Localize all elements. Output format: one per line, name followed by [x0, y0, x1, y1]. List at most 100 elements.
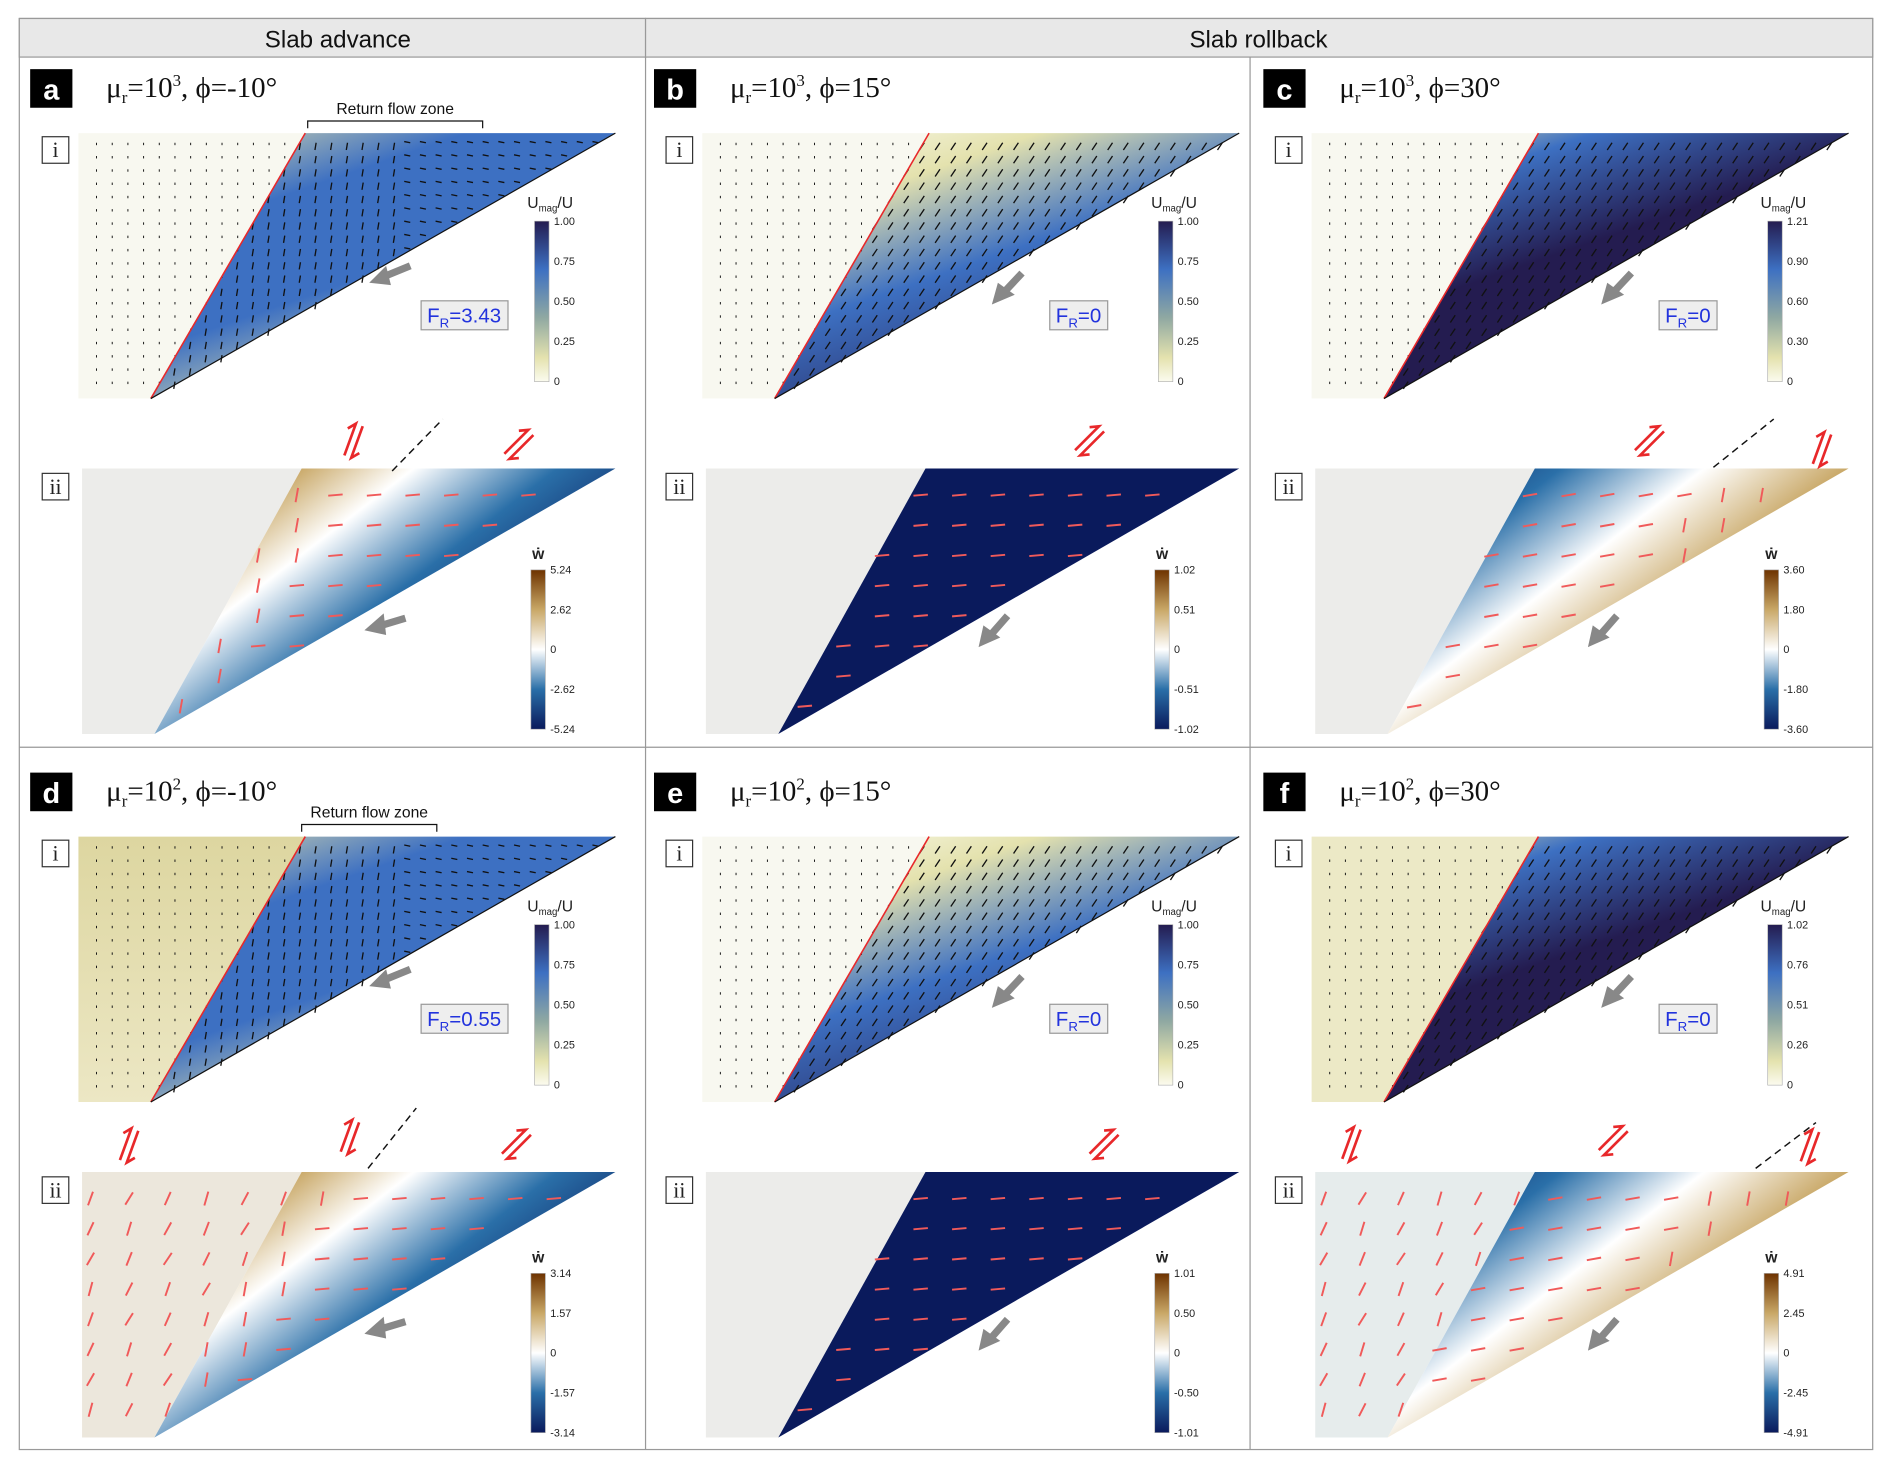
velocity-vector [1044, 898, 1051, 907]
velocity-vector [1669, 898, 1676, 907]
velocity-vector [1810, 845, 1817, 854]
velocity-vector [498, 140, 505, 144]
velocity-colorbar-tick: 1.00 [1178, 216, 1199, 228]
velocity-vector [435, 207, 442, 210]
strain-axis-mark [1432, 1377, 1447, 1382]
velocity-vector [1700, 912, 1707, 921]
fr-subscript: R [1068, 1019, 1078, 1034]
velocity-vector [1653, 912, 1660, 921]
velocity-vector [235, 275, 239, 283]
velocity-vector [903, 195, 910, 204]
velocity-colorbar-tick: 0.50 [554, 296, 575, 308]
shear-sense-arrows-icon [1799, 1126, 1821, 1167]
velocity-vector [466, 897, 474, 900]
velocity-vector [1496, 261, 1503, 270]
velocity-vector [1512, 195, 1519, 204]
strain-axis-mark [1396, 1252, 1406, 1266]
vorticity-colorbar-tick: 1.57 [550, 1308, 571, 1320]
velocity-vector [1481, 965, 1488, 974]
velocity-vector [267, 235, 270, 244]
velocity-vector [419, 140, 427, 144]
velocity-vector [997, 938, 1004, 947]
strain-axis-mark [1445, 643, 1461, 649]
velocity-vector [377, 912, 380, 920]
velocity-vector [267, 209, 270, 217]
strain-axis-mark [242, 1281, 248, 1297]
velocity-vector [918, 872, 925, 881]
velocity-vector [1606, 261, 1613, 270]
strain-axis-mark [353, 1196, 369, 1201]
velocity-vector [1481, 301, 1488, 310]
velocity-vector [1826, 845, 1833, 854]
title-eq: =10 [1361, 775, 1406, 807]
velocity-vector [419, 193, 427, 197]
velocity-vector [1044, 885, 1051, 894]
velocity-vector [1091, 195, 1098, 204]
strain-axis-mark [294, 487, 300, 503]
velocity-vector [997, 872, 1004, 881]
velocity-vector [251, 288, 255, 297]
velocity-vector [887, 912, 894, 921]
velocity-vector [282, 939, 286, 947]
velocity-vector [934, 155, 941, 164]
strain-axis-mark [366, 583, 382, 588]
velocity-vector [856, 301, 863, 310]
strain-axis-mark [951, 553, 967, 558]
velocity-vector [282, 209, 286, 217]
strain-axis-mark [874, 1317, 890, 1321]
strain-axis-mark [913, 614, 928, 618]
velocity-vector [1481, 991, 1488, 1000]
velocity-vector [435, 884, 442, 887]
velocity-vector [1559, 952, 1566, 961]
velocity-vector [404, 180, 411, 184]
velocity-vector [392, 235, 396, 244]
strain-axis-mark [276, 1347, 291, 1351]
velocity-vector [329, 899, 333, 907]
strain-axis-mark [1432, 1347, 1447, 1352]
strain-axis-mark [125, 1251, 133, 1266]
subpanel-i-label: i [1286, 138, 1292, 162]
velocity-vector [1700, 182, 1707, 191]
velocity-vector [997, 898, 1004, 907]
velocity-vector [950, 965, 957, 974]
velocity-vector [377, 872, 380, 881]
velocity-vector [1512, 898, 1519, 907]
velocity-vector [965, 898, 972, 907]
velocity-vector [1465, 314, 1472, 323]
velocity-colorbar [1158, 220, 1174, 382]
velocity-vector [314, 275, 317, 283]
strain-axis-mark [443, 493, 459, 497]
velocity-vector [950, 261, 957, 270]
strain-axis-mark [1522, 643, 1538, 649]
velocity-vector [1028, 182, 1035, 191]
velocity-vector [1044, 938, 1051, 947]
velocity-vector [298, 992, 302, 1000]
velocity-vector [934, 248, 941, 257]
velocity-vector [1512, 965, 1519, 974]
velocity-vector [981, 195, 988, 204]
velocity-vector [934, 925, 941, 934]
velocity-vector [466, 884, 474, 887]
strain-axis-mark [797, 1408, 813, 1412]
strain-axis-mark [281, 1251, 286, 1267]
velocity-vector [1091, 208, 1098, 217]
strain-axis-mark [405, 553, 420, 558]
velocity-vector [1044, 142, 1051, 151]
velocity-vector [1559, 991, 1566, 1000]
velocity-vector [856, 991, 863, 1000]
strain-axis-mark [1561, 583, 1576, 588]
strain-axis-mark [951, 1287, 967, 1291]
velocity-vector [1496, 1005, 1503, 1014]
fr-label: FR=0 [1665, 1008, 1711, 1034]
velocity-vector [1606, 912, 1613, 921]
velocity-vector [1418, 354, 1425, 363]
velocity-vector [282, 1005, 286, 1013]
velocity-vector [251, 328, 255, 336]
velocity-vector [482, 167, 489, 170]
header-slab-rollback [644, 17, 1874, 58]
velocity-vector [871, 261, 878, 270]
velocity-vector [404, 167, 411, 170]
velocity-vector [392, 885, 396, 894]
velocity-vector [361, 885, 364, 894]
velocity-vector [1653, 142, 1660, 151]
